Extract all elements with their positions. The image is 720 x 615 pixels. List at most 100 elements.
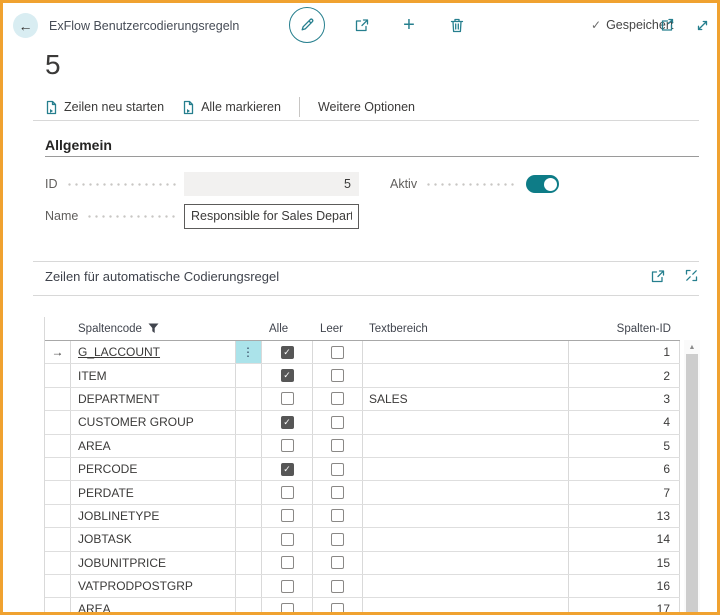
row-spaltencode-value[interactable]: DEPARTMENT	[71, 387, 236, 411]
alle-checkbox[interactable]	[280, 556, 294, 570]
lines-share-button[interactable]	[649, 268, 666, 285]
row-spaltencode-value[interactable]: ITEM	[71, 364, 236, 387]
row-spaltencode-value[interactable]: G_LACCOUNT	[71, 341, 236, 364]
leer-checkbox[interactable]	[331, 415, 344, 429]
leer-checkbox[interactable]	[331, 345, 344, 359]
row-textbereich-value[interactable]	[363, 434, 569, 457]
row-spaltencode-value[interactable]: AREA	[71, 434, 236, 457]
share-button[interactable]	[352, 16, 370, 34]
row-context-menu-dots-icon[interactable]	[236, 457, 262, 481]
pencil-icon	[299, 17, 315, 33]
row-textbereich-value[interactable]	[363, 551, 569, 574]
leer-checkbox[interactable]	[331, 392, 344, 406]
column-header-alle[interactable]: Alle	[269, 322, 289, 335]
delete-button[interactable]	[448, 16, 466, 34]
row-spaltencode-value[interactable]: PERDATE	[71, 481, 236, 504]
row-textbereich-value[interactable]	[363, 364, 569, 387]
row-textbereich-value[interactable]	[363, 457, 569, 481]
alle-checkbox[interactable]	[280, 392, 294, 406]
lines-focus-button[interactable]	[684, 268, 699, 285]
row-context-menu-dots-icon[interactable]	[236, 434, 262, 457]
alle-checkbox[interactable]: ✓	[280, 345, 294, 359]
table-row[interactable]: PERDATE 7	[45, 481, 680, 505]
table-row[interactable]: JOBLINETYPE 13	[45, 504, 680, 529]
row-textbereich-value[interactable]	[363, 598, 569, 612]
table-row[interactable]: JOBTASK 14	[45, 528, 680, 552]
table-row[interactable]: VATPRODPOSTGRP 16	[45, 574, 680, 599]
leer-checkbox[interactable]	[331, 509, 344, 523]
leer-checkbox[interactable]	[331, 532, 344, 546]
row-context-menu-dots-icon[interactable]	[236, 504, 262, 528]
row-spaltencode-value[interactable]: JOBTASK	[71, 528, 236, 551]
popout-button[interactable]	[658, 16, 676, 34]
leer-checkbox[interactable]	[331, 439, 344, 453]
table-row[interactable]: DEPARTMENT SALES 3	[45, 387, 680, 412]
name-input[interactable]	[184, 203, 359, 229]
row-context-menu-dots-icon[interactable]	[236, 528, 262, 551]
table-row[interactable]: CUSTOMER GROUP ✓ 4	[45, 411, 680, 435]
toolbar-rule	[33, 120, 699, 121]
aktiv-toggle[interactable]	[526, 175, 559, 193]
more-options-button[interactable]: Weitere Optionen	[318, 100, 415, 114]
table-row[interactable]: AREA 17	[45, 598, 680, 612]
lines-section-heading[interactable]: Zeilen für automatische Codierungsregel	[45, 269, 280, 284]
alle-checkbox[interactable]: ✓	[280, 415, 294, 429]
row-spaltencode-value[interactable]: CUSTOMER GROUP	[71, 411, 236, 434]
alle-checkbox[interactable]	[280, 602, 294, 612]
row-textbereich-value[interactable]	[363, 504, 569, 528]
row-spaltencode-value[interactable]: PERCODE	[71, 457, 236, 481]
leer-checkbox[interactable]	[331, 602, 344, 612]
alle-checkbox[interactable]	[280, 579, 294, 593]
row-spaltencode-value[interactable]: JOBUNITPRICE	[71, 551, 236, 574]
row-context-menu-dots-icon[interactable]	[236, 481, 262, 504]
row-context-menu-dots-icon[interactable]	[236, 574, 262, 598]
scrollbar-thumb[interactable]	[686, 354, 698, 612]
alle-checkbox[interactable]	[280, 439, 294, 453]
column-header-leer[interactable]: Leer	[320, 322, 344, 335]
expand-button[interactable]	[693, 16, 711, 34]
row-textbereich-value[interactable]	[363, 528, 569, 551]
row-textbereich-value[interactable]	[363, 341, 569, 364]
alle-checkbox[interactable]: ✓	[280, 369, 294, 383]
table-row[interactable]: AREA 5	[45, 434, 680, 458]
row-textbereich-value[interactable]	[363, 574, 569, 598]
row-context-menu-dots-icon[interactable]	[236, 411, 262, 434]
leer-checkbox[interactable]	[331, 369, 344, 383]
row-context-menu-dots-icon[interactable]	[236, 364, 262, 387]
new-button[interactable]: +	[400, 14, 418, 36]
alle-checkbox[interactable]	[280, 509, 294, 523]
row-textbereich-value[interactable]: SALES	[363, 387, 569, 411]
back-button[interactable]: ←	[13, 13, 38, 38]
row-spaltencode-value[interactable]: JOBLINETYPE	[71, 504, 236, 528]
edit-button[interactable]	[289, 7, 325, 43]
alle-checkbox[interactable]: ✓	[280, 462, 294, 476]
leer-checkbox[interactable]	[331, 462, 344, 476]
restart-lines-action[interactable]: Zeilen neu starten	[45, 100, 164, 115]
table-row[interactable]: → G_LACCOUNT ⋮ ✓ 1	[45, 341, 680, 365]
row-spaltencode-value[interactable]: VATPRODPOSTGRP	[71, 574, 236, 598]
alle-checkbox[interactable]	[280, 486, 294, 500]
leer-checkbox[interactable]	[331, 556, 344, 570]
column-header-spaltencode[interactable]: Spaltencode	[71, 323, 236, 335]
row-context-menu-dots-icon[interactable]	[236, 551, 262, 574]
general-section-heading[interactable]: Allgemein	[45, 137, 112, 153]
row-context-menu-dots-icon[interactable]: ⋮	[236, 341, 262, 364]
row-indicator-arrow-icon	[45, 504, 71, 528]
column-header-textbereich[interactable]: Textbereich	[369, 322, 428, 335]
row-textbereich-value[interactable]	[363, 411, 569, 434]
column-header-spalten-id[interactable]: Spalten-ID	[616, 322, 671, 335]
table-row[interactable]: PERCODE ✓ 6	[45, 457, 680, 482]
scrollbar-up-icon[interactable]: ▲	[688, 343, 696, 351]
row-context-menu-dots-icon[interactable]	[236, 387, 262, 411]
alle-checkbox[interactable]	[280, 532, 294, 546]
leer-checkbox[interactable]	[331, 486, 344, 500]
leer-checkbox[interactable]	[331, 579, 344, 593]
action-toolbar: Zeilen neu starten Alle markieren Weiter…	[45, 97, 415, 117]
row-spaltencode-value[interactable]: AREA	[71, 598, 236, 612]
row-context-menu-dots-icon[interactable]	[236, 598, 262, 612]
table-row[interactable]: ITEM ✓ 2	[45, 364, 680, 388]
table-scrollbar[interactable]: ▲	[684, 340, 700, 612]
mark-all-action[interactable]: Alle markieren	[182, 100, 281, 115]
row-textbereich-value[interactable]	[363, 481, 569, 504]
table-row[interactable]: JOBUNITPRICE 15	[45, 551, 680, 575]
